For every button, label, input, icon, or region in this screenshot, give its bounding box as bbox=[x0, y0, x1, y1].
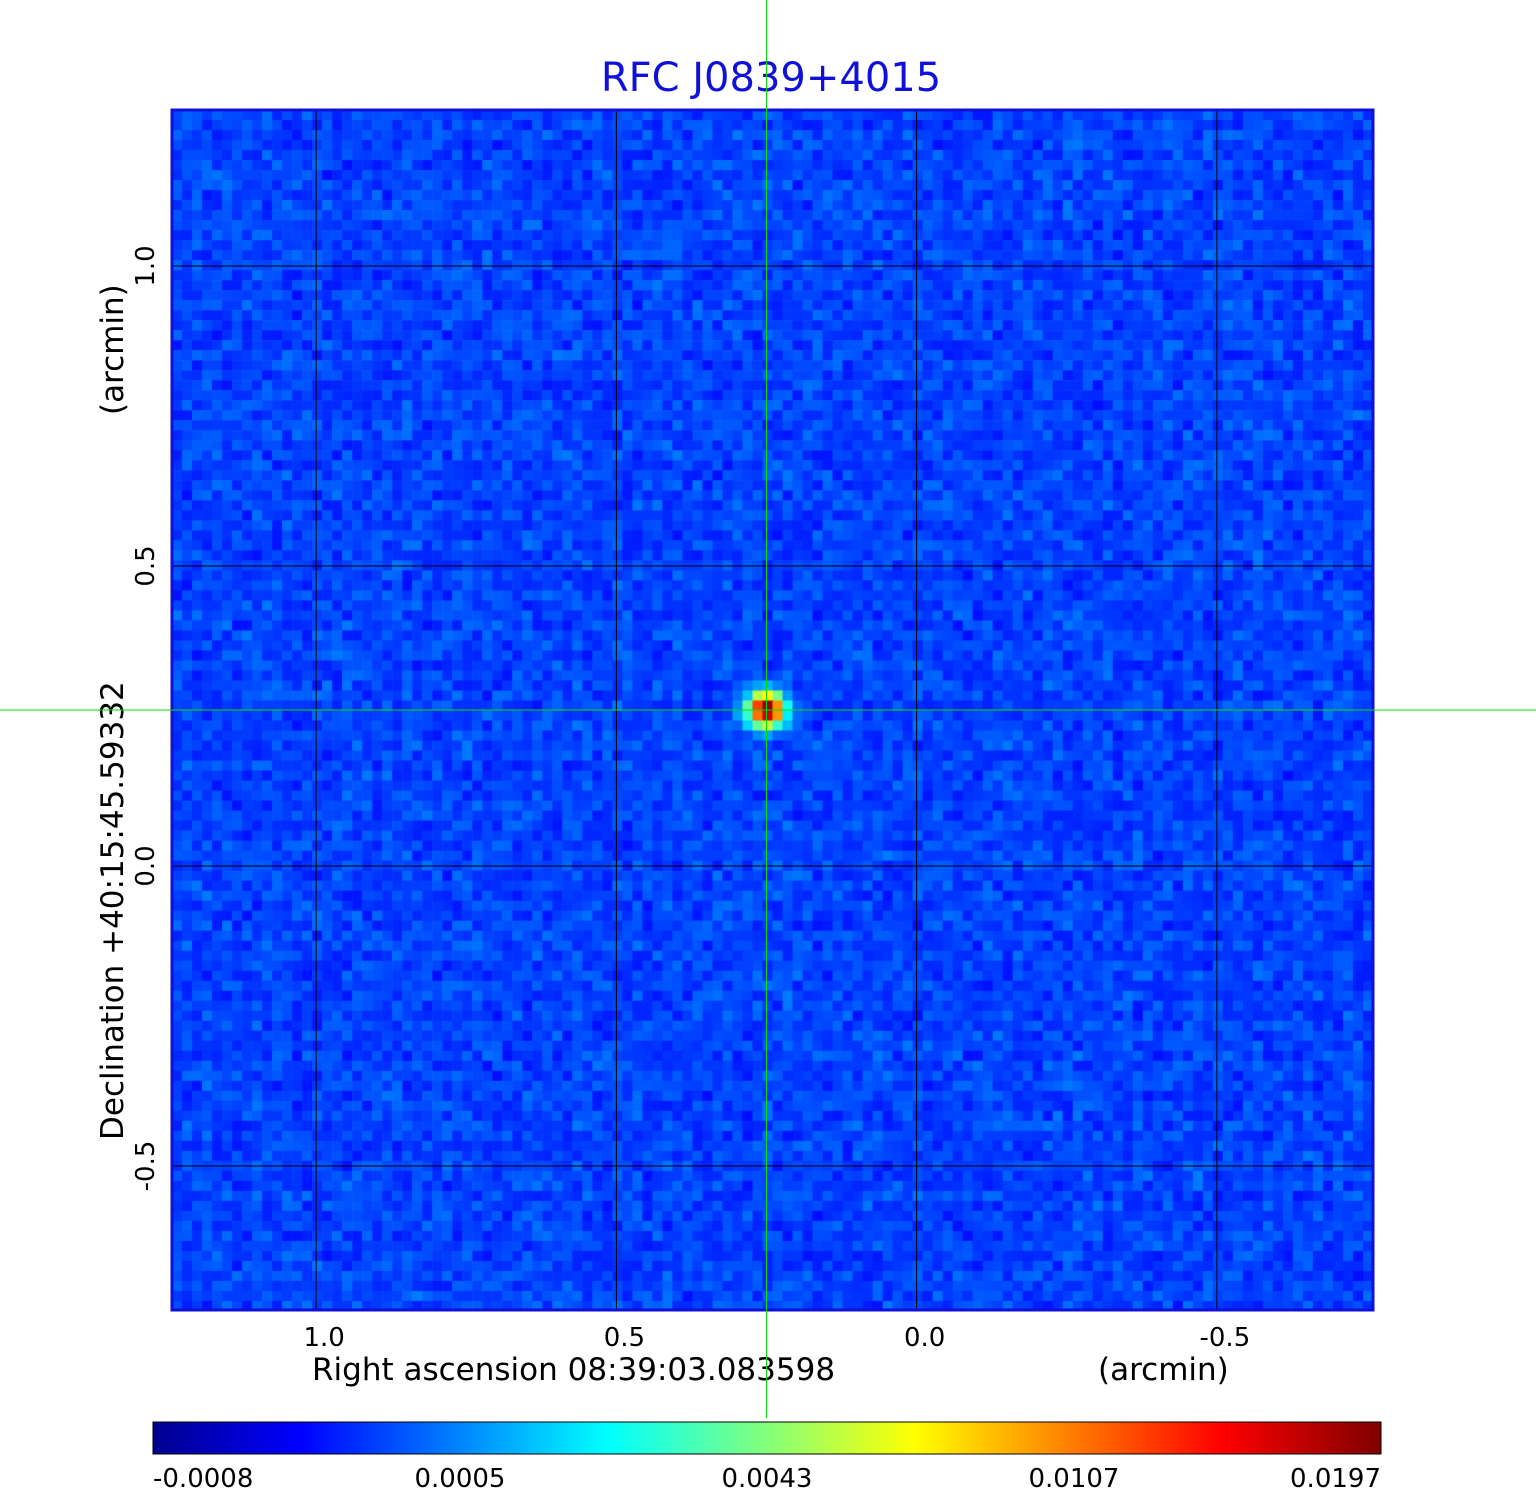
y-tick-labels: 1.0 0.5 0.0 -0.5 bbox=[131, 245, 161, 1191]
chart-title: RFC J0839+4015 bbox=[601, 55, 941, 101]
x-axis-unit: (arcmin) bbox=[1098, 1352, 1229, 1388]
y-axis-unit: (arcmin) bbox=[95, 284, 131, 415]
x-tick-label: -0.5 bbox=[1200, 1323, 1251, 1353]
y-tick-label: 0.5 bbox=[131, 545, 161, 586]
colorbar: -0.0008 0.0005 0.0043 0.0107 0.0197 bbox=[152, 1421, 1382, 1494]
colorbar-tick-label: 0.0043 bbox=[722, 1464, 813, 1494]
crosshair bbox=[0, 0, 1536, 1418]
x-tick-label: 0.5 bbox=[604, 1323, 645, 1353]
x-axis-label: Right ascension 08:39:03.083598 bbox=[312, 1352, 835, 1388]
colorbar-tick-label: 0.0005 bbox=[415, 1464, 506, 1494]
y-tick-label: 1.0 bbox=[131, 245, 161, 286]
x-tick-labels: 1.0 0.5 0.0 -0.5 bbox=[303, 1323, 1250, 1353]
x-tick-label: 1.0 bbox=[303, 1323, 344, 1353]
colorbar-gradient bbox=[152, 1421, 1382, 1455]
y-tick-label: 0.0 bbox=[131, 845, 161, 886]
y-tick-label: -0.5 bbox=[131, 1141, 161, 1192]
colorbar-tick-label: 0.0197 bbox=[1290, 1464, 1381, 1494]
x-tick-label: 0.0 bbox=[904, 1323, 945, 1353]
y-axis-label: Declination +40:15:45.59332 bbox=[95, 681, 131, 1140]
colorbar-tick-labels: -0.0008 0.0005 0.0043 0.0107 0.0197 bbox=[153, 1464, 1381, 1494]
colorbar-tick-label: -0.0008 bbox=[153, 1464, 253, 1494]
colorbar-tick-label: 0.0107 bbox=[1029, 1464, 1120, 1494]
